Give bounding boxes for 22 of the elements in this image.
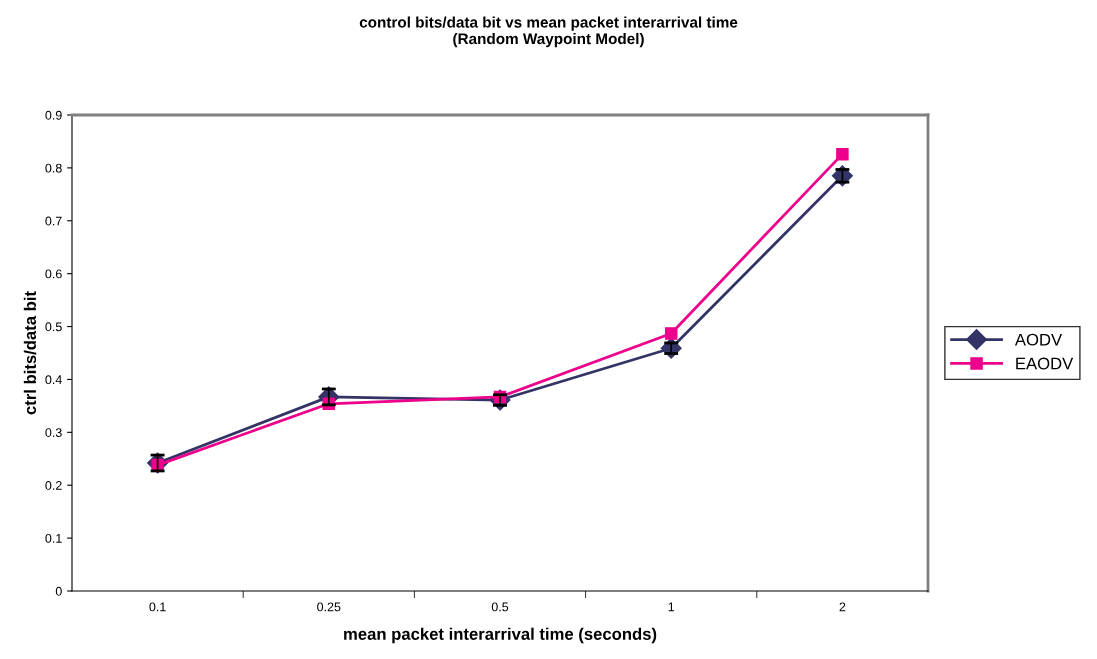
legend-label: AODV — [1014, 333, 1063, 346]
y-axis-title: ctrl bits/data bit — [23, 291, 37, 415]
x-axis-title: mean packet interarrival time (seconds) — [344, 627, 657, 644]
point — [664, 327, 678, 340]
y-tick-label: 0.5 — [45, 322, 62, 332]
y-tick-label: 0.3 — [45, 428, 62, 437]
x-tick-label: 2 — [839, 602, 846, 612]
x-tick-label: 0.25 — [317, 602, 341, 612]
legend-label: EAODV — [1016, 357, 1074, 370]
chart-title: control bits/data bit vs mean packet interarrival time (Random Waypoint Model) — [359, 16, 738, 48]
y-tick-label: 0 — [55, 586, 62, 596]
x-tick-label: 1 — [668, 602, 675, 612]
point — [836, 147, 849, 161]
y-tick-label: 0.6 — [45, 269, 62, 279]
y-tick-label: 0.8 — [45, 163, 62, 173]
y-tick-label: 0.4 — [45, 375, 62, 385]
y-tick-label: 0.7 — [45, 216, 62, 226]
y-tick-label: 0.9 — [45, 110, 62, 120]
y-tick-label: 0.1 — [45, 533, 62, 543]
y-tick-label: 0.2 — [45, 481, 62, 490]
x-tick-label: 0.5 — [491, 602, 509, 612]
x-tick-label: 0.1 — [149, 602, 166, 612]
